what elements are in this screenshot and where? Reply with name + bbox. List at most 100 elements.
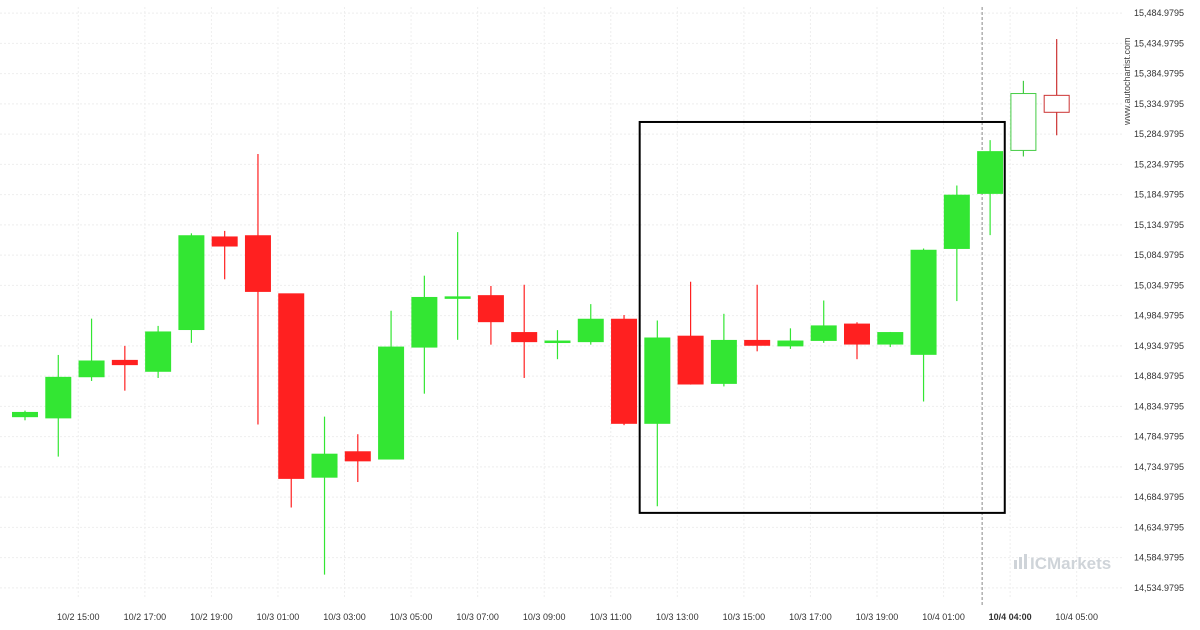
candle-body [744,339,771,346]
y-tick-label: 14,634.9795 [1134,522,1184,532]
y-tick-label: 15,034.9795 [1134,280,1184,290]
y-tick-label: 15,434.9795 [1134,38,1184,48]
candle [611,315,638,426]
candle-body [511,332,538,343]
candle [111,345,138,391]
candle-body [411,296,438,348]
candle [977,140,1004,236]
candle [943,185,970,302]
candle [411,275,438,394]
x-tick-label: 10/3 13:00 [656,612,699,622]
x-tick-label: 10/2 15:00 [57,612,100,622]
brand-text: ICMarkets [1030,554,1111,573]
candle [344,434,371,483]
grid [0,7,1124,597]
candle-body [477,295,504,323]
x-tick-label: 10/3 07:00 [456,612,499,622]
x-axis: 10/2 15:00 10/2 17:00 10/2 19:00 10/3 01:00… [57,612,1098,622]
watermark-text: www.autochartist.com [1122,37,1132,126]
pattern-box [638,120,1006,514]
candle [244,154,271,425]
y-tick-label: 14,834.9795 [1134,401,1184,411]
candle [511,284,538,378]
x-tick-label: 10/3 09:00 [523,612,566,622]
candle-body [444,296,471,299]
y-tick-label: 14,534.9795 [1134,583,1184,593]
y-tick-label: 15,084.9795 [1134,250,1184,260]
candle [378,310,405,460]
candle-body [311,453,338,478]
candle-body [1043,94,1070,113]
highlight-box [638,120,1006,514]
candle-body [145,331,172,372]
candle [644,320,671,507]
candle-body [611,318,638,424]
candle [877,331,904,348]
candle-body [810,325,837,341]
x-tick-label: 10/2 19:00 [190,612,233,622]
candle-body [1010,93,1037,151]
candle [78,318,105,381]
y-tick-label: 15,484.9795 [1134,8,1184,18]
candle-body [943,194,970,249]
y-tick-label: 15,284.9795 [1134,129,1184,139]
candle [178,233,205,343]
candle-body [278,293,305,479]
y-tick-label: 15,334.9795 [1134,99,1184,109]
y-tick-label: 14,584.9795 [1134,553,1184,563]
x-tick-label: 10/3 19:00 [856,612,899,622]
candle-body [378,346,405,460]
y-tick-label: 14,684.9795 [1134,492,1184,502]
brand-logo-bar-2 [1019,557,1022,569]
candle-body [977,151,1004,194]
x-tick-label: 10/3 01:00 [257,612,300,622]
candle [777,328,804,349]
y-axis: 15,484.9795 15,434.9795 15,384.9795 15,334.… [1134,8,1184,593]
candle-body [710,339,737,384]
candle-body [910,249,937,355]
candle [910,248,937,402]
candle-body [544,340,571,344]
candle-body [244,235,271,292]
candle-body [178,235,205,331]
brand-logo-bar-3 [1024,554,1027,569]
candle-body [111,359,138,366]
x-tick-label: 10/4 05:00 [1055,612,1098,622]
y-tick-label: 14,884.9795 [1134,371,1184,381]
candle-body [577,318,604,343]
candle [577,304,604,345]
candle [677,281,704,385]
candle-body [12,411,38,418]
candle-body [677,335,704,385]
candle [211,230,238,280]
candle [278,293,305,508]
candle-body [344,451,371,462]
x-tick-label: 10/3 03:00 [323,612,366,622]
y-tick-label: 14,984.9795 [1134,311,1184,321]
candle-body [644,337,671,424]
candle-body [777,340,804,347]
candle [710,313,737,387]
candle [311,416,338,575]
candle [1010,80,1037,157]
x-tick-label: 10/3 17:00 [789,612,832,622]
candle [12,410,38,421]
candle-body [78,360,105,378]
candles [12,39,1070,575]
candle [1043,39,1070,136]
brand-logo: ICMarkets [1014,554,1111,573]
candle [810,300,837,343]
y-tick-label: 15,384.9795 [1134,69,1184,79]
candle-body [844,323,870,345]
x-tick-label: 10/3 05:00 [390,612,433,622]
candle [145,325,172,378]
candle-body [211,236,238,247]
candle [477,285,504,345]
x-tick-label: 10/4 04:00 [989,612,1032,622]
y-tick-label: 15,234.9795 [1134,159,1184,169]
y-tick-label: 14,734.9795 [1134,462,1184,472]
x-tick-label: 10/2 17:00 [124,612,167,622]
candle [444,232,471,340]
candle-body [877,332,904,345]
